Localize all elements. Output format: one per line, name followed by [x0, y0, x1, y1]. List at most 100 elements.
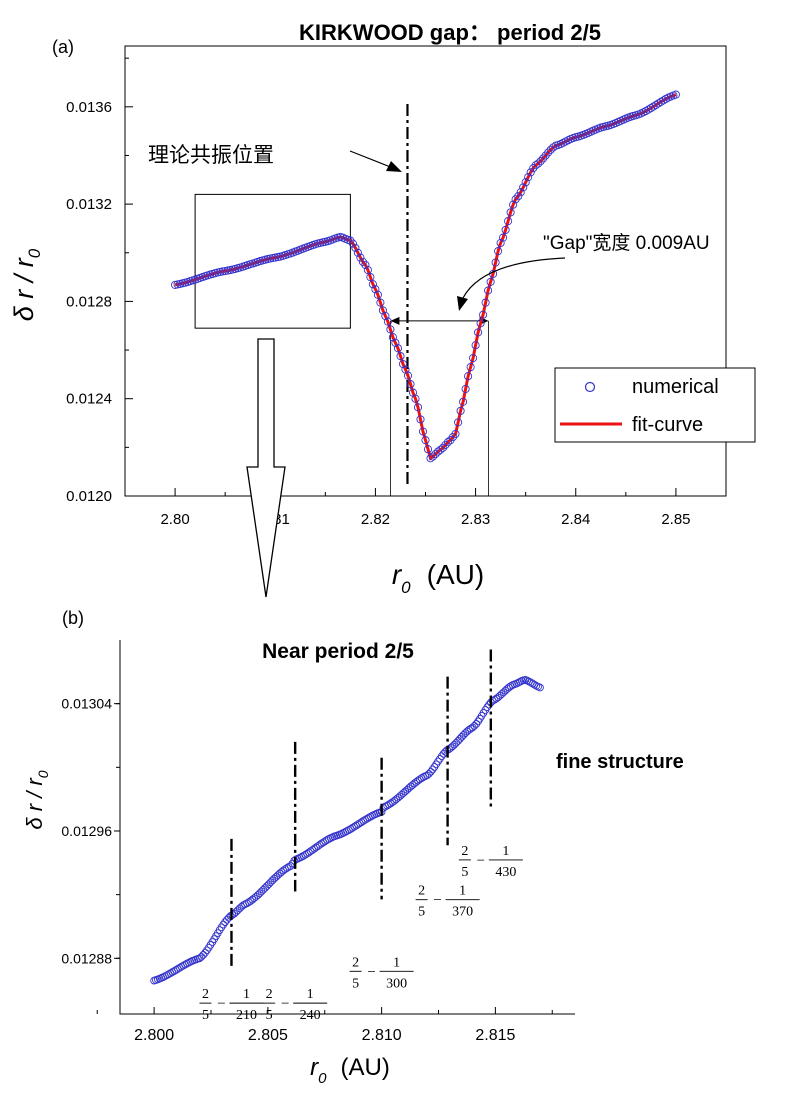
numerical-point: [499, 233, 508, 242]
gap-annotation-arrowhead: [457, 296, 468, 311]
numerical-point: [371, 285, 380, 294]
fraction-denominator: 240: [300, 1008, 321, 1023]
panel-a-x-tick-label: 2.85: [661, 511, 690, 528]
numerical-point: [358, 257, 367, 266]
numerical-point: [529, 164, 538, 173]
panel-b-ticks: 2.800 2.805 2.810 2.815 0.01288 0.01296 0.0130…: [61, 696, 515, 1044]
panel-b-x-tick-label: 2.805: [248, 1027, 288, 1044]
panel-a-x-tick-label: 2.80: [160, 511, 189, 528]
numerical-point: [466, 363, 475, 372]
numerical-point: [391, 338, 400, 347]
fine-structure-label: fine structure: [556, 751, 684, 773]
numerical-point: [428, 452, 438, 461]
panel-b-chart: (b) Near period 2/5 fine structure 2.800…: [22, 608, 684, 1087]
numerical-point: [541, 151, 550, 160]
numerical-point: [521, 178, 530, 187]
numerical-point: [509, 200, 518, 209]
numerical-point: [376, 298, 385, 307]
numerical-point: [366, 273, 375, 282]
panel-b-x-axis-title: r0 (AU): [310, 1054, 390, 1087]
numerical-point: [671, 90, 680, 99]
panel-a-guides: [194, 104, 490, 496]
numerical-point: [398, 359, 408, 369]
fraction-denominator: 5: [202, 1008, 209, 1023]
legend-numerical-label: numerical: [632, 376, 719, 398]
numerical-point: [268, 253, 277, 263]
fraction-minus: −: [217, 996, 225, 1012]
numerical-point: [641, 106, 650, 116]
panel-a-y-tick-label: 0.0132: [66, 196, 112, 213]
numerical-point: [474, 328, 483, 337]
numerical-point: [426, 767, 435, 776]
numerical-point: [454, 737, 462, 745]
fraction-minus: −: [433, 893, 441, 909]
numerical-point: [476, 319, 485, 328]
panel-b-y-tick-label: 0.01296: [61, 823, 112, 839]
panel-a-y-axis-title: δ r / r0: [9, 248, 44, 321]
numerical-point: [494, 247, 503, 256]
resonance-fraction-label: 2 5− 1 210: [199, 987, 264, 1023]
panel-a-x-tick-label: 2.83: [461, 511, 490, 528]
fraction-denominator: 430: [495, 865, 516, 880]
numerical-point: [418, 427, 428, 436]
inset-box: [194, 193, 351, 329]
panel-b-y-tick-label: 0.01288: [61, 950, 112, 966]
numerical-point: [361, 260, 370, 269]
legend-numerical-marker: [584, 381, 596, 393]
numerical-point: [504, 217, 513, 226]
numerical-point: [532, 681, 541, 690]
panel-a-chart: (a) KIRKWOOD gap： period 2/5 2.802.812.8…: [9, 20, 756, 597]
svg-text:δ r / r0: δ r / r0: [22, 770, 51, 829]
numerical-point: [403, 371, 413, 380]
numerical-point: [456, 735, 464, 743]
fraction-numerator: 1: [459, 884, 466, 899]
panel-b-x-axis-label: r: [310, 1054, 319, 1081]
numerical-point: [346, 236, 355, 245]
numerical-point: [501, 225, 510, 234]
numerical-point: [479, 310, 488, 319]
numerical-point: [353, 248, 362, 257]
numerical-point: [471, 341, 480, 350]
resonance-annotation-arrowhead: [386, 161, 402, 172]
panel-a-legend: numerical fit-curve: [554, 367, 756, 443]
numerical-point: [413, 403, 423, 412]
panel-b-label: (b): [62, 608, 84, 628]
numerical-point: [421, 436, 430, 445]
numerical-point: [459, 397, 468, 406]
panel-b-x-tick-label: 2.800: [134, 1027, 174, 1044]
legend-box: [554, 367, 756, 443]
numerical-point: [356, 253, 365, 262]
panel-a-x-tick-label: 2.84: [561, 511, 590, 528]
resonance-fraction-label: 2 5− 1 370: [415, 884, 480, 920]
numerical-point: [549, 143, 558, 152]
panel-a-y-tick-label: 0.0136: [66, 99, 112, 116]
numerical-point: [348, 239, 357, 248]
numerical-point: [359, 817, 368, 825]
numerical-point: [464, 372, 473, 381]
fraction-numerator: 1: [307, 987, 314, 1002]
numerical-point: [454, 418, 463, 427]
panel-a-plot-frame: [124, 45, 727, 497]
numerical-point: [534, 159, 543, 168]
numerical-point: [436, 445, 445, 454]
gap-annotation-leader: [462, 257, 566, 299]
fraction-denominator: 5: [461, 865, 468, 880]
numerical-point: [411, 394, 420, 403]
panel-a-y-axis-subscript: 0: [25, 248, 44, 258]
numerical-point: [378, 306, 387, 315]
numerical-point: [386, 325, 395, 334]
panel-a-x-axis-title: r0 (AU): [392, 559, 484, 597]
panel-b-y-axis-label: δ r / r: [22, 777, 47, 830]
numerical-point: [531, 161, 540, 170]
fraction-minus: −: [281, 996, 289, 1012]
numerical-point: [536, 683, 544, 692]
panel-b-y-axis-subscript: 0: [35, 770, 51, 778]
panel-a-x-tick-label: 2.82: [361, 511, 390, 528]
numerical-point: [373, 290, 382, 299]
fraction-numerator: 1: [393, 955, 400, 970]
numerical-point: [539, 154, 548, 163]
panel-b-numerical-points: [150, 676, 544, 985]
numerical-point: [396, 352, 405, 361]
